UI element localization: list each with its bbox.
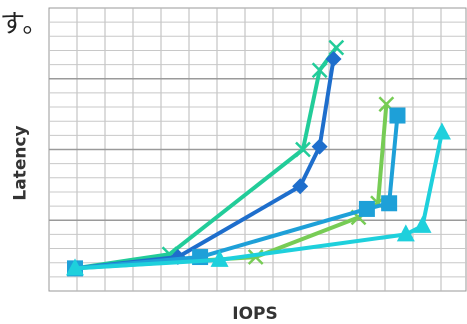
marker-stroke — [328, 39, 345, 56]
data-point-square — [389, 107, 406, 124]
gridlines — [48, 7, 467, 292]
data-point-x-marker — [311, 62, 328, 79]
cropped-text-snippet: す。 — [0, 9, 48, 38]
marker-stroke — [311, 62, 328, 79]
series-group — [66, 39, 451, 277]
data-point-x-marker — [328, 39, 345, 56]
series-line — [73, 45, 339, 271]
data-point-triangle — [210, 249, 229, 267]
marker-stroke — [378, 96, 395, 113]
marker-stroke — [295, 141, 311, 158]
data-point-diamond — [325, 50, 342, 67]
y-axis-label: Latency — [11, 125, 32, 201]
data-point-diamond — [311, 138, 328, 155]
data-point-triangle — [413, 215, 432, 233]
data-point-triangle — [432, 122, 451, 140]
data-point-square — [381, 195, 398, 212]
data-point-diamond — [292, 178, 309, 195]
data-point-x-marker — [295, 141, 311, 158]
x-axis-label: IOPS — [232, 304, 278, 324]
y-axis-label-wrapper: Latency — [4, 98, 38, 228]
data-point-triangle — [396, 224, 415, 242]
data-point-triangle — [66, 258, 84, 276]
series-5 — [66, 122, 451, 276]
data-point-square — [358, 200, 375, 217]
